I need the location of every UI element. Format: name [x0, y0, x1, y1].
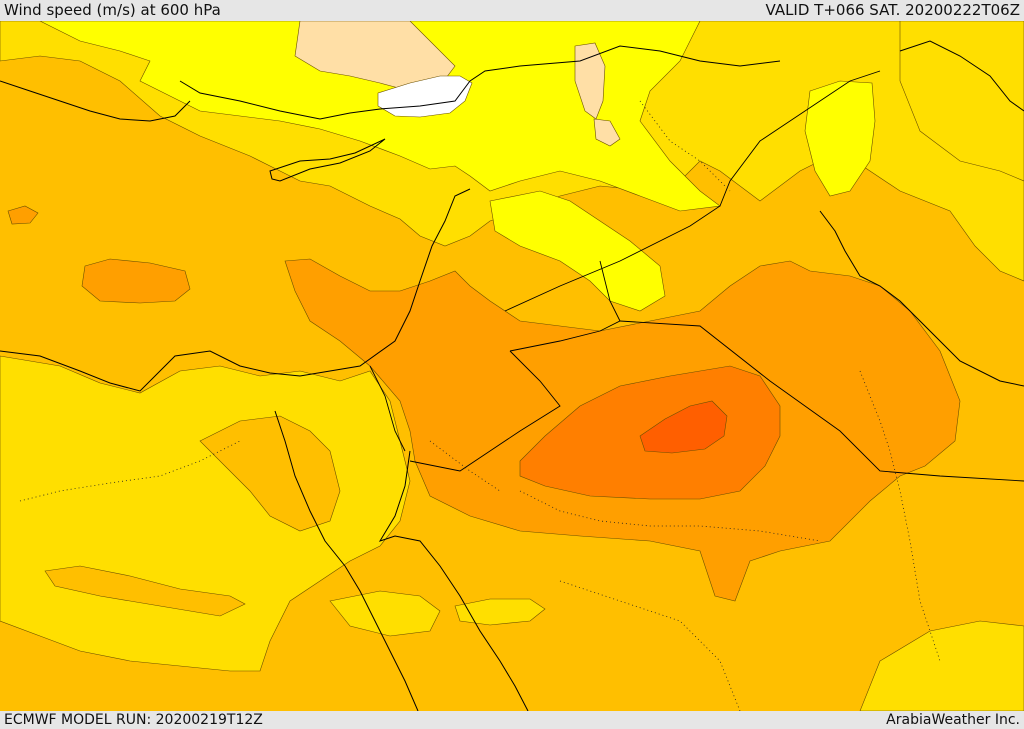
border-2 — [509, 320, 1024, 482]
band-ff5f00 — [639, 400, 728, 454]
band-ffffff — [377, 75, 473, 118]
coastline-red-sea-east — [378, 450, 529, 711]
footer-bar: ECMWF MODEL RUN: 20200219T12Z ArabiaWeat… — [0, 711, 1024, 729]
border-3 — [599, 260, 621, 322]
coastline-gulf — [819, 210, 1024, 387]
border-5 — [369, 365, 406, 452]
admin-border-dotted-6 — [429, 440, 501, 492]
band-ff9f00-small — [7, 205, 39, 225]
admin-border-dotted-1 — [19, 440, 241, 502]
model-run: ECMWF MODEL RUN: 20200219T12Z — [4, 712, 263, 728]
coastline-gulf-suez — [274, 410, 419, 711]
band-ffbf00-sinai — [199, 415, 341, 532]
credit: ArabiaWeather Inc. — [886, 712, 1020, 728]
band-ffff00-east — [804, 80, 876, 197]
band-ffdf00-south — [329, 590, 441, 637]
band-ffdfa6-c — [593, 118, 621, 147]
border-4 — [409, 350, 561, 472]
band-ffbf00-strip1 — [44, 565, 246, 617]
coastline-north — [179, 45, 781, 120]
admin-border-dotted-5 — [639, 100, 731, 192]
border-1 — [504, 70, 881, 312]
coastline-turkey — [0, 80, 191, 122]
band-ffff00-valley — [489, 190, 666, 312]
admin-border-dotted-2 — [519, 490, 821, 542]
band-ff9f00-mediterranean — [81, 258, 191, 304]
band-ffdfa6-b — [574, 42, 606, 120]
header-bar: Wind speed (m/s) at 600 hPa VALID T+066 … — [0, 0, 1024, 21]
map-title: Wind speed (m/s) at 600 hPa — [4, 1, 221, 19]
wind-speed-map — [0, 21, 1024, 711]
band-ffdf00-east — [899, 21, 1024, 182]
band-ffdf00-south2 — [454, 598, 546, 626]
band-ffff00-north — [39, 21, 721, 212]
coastline-cyprus — [269, 138, 386, 182]
valid-time: VALID T+066 SAT. 20200222T06Z — [765, 1, 1020, 19]
coastline-east — [899, 40, 1024, 112]
band-ffdf00-southeast — [859, 620, 1024, 711]
coastline — [0, 188, 471, 392]
